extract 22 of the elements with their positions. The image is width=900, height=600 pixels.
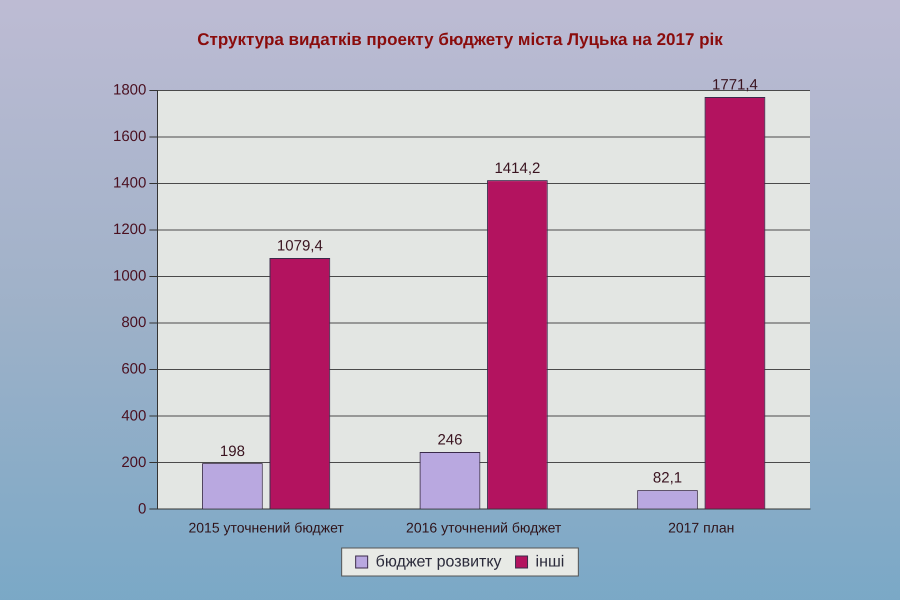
- y-tick-label: 200: [121, 454, 146, 471]
- y-tick-label: 0: [138, 500, 146, 518]
- legend-label: бюджет розвитку: [376, 553, 502, 570]
- x-tick-label: 2017 план: [668, 519, 734, 536]
- data-label: 82,1: [652, 470, 682, 487]
- data-label: 1771,4: [712, 76, 758, 94]
- x-tick-label: 2015 уточнений бюджет: [188, 519, 344, 536]
- y-tick-label: 1800: [112, 82, 146, 99]
- data-label: 198: [220, 442, 245, 460]
- y-tick-label: 1400: [112, 174, 146, 192]
- y-tick-label: 1000: [112, 268, 146, 285]
- y-tick-label: 400: [121, 407, 146, 424]
- y-tick-label: 600: [121, 360, 146, 378]
- data-label: 1079,4: [276, 238, 323, 255]
- y-tick-label: 1600: [112, 128, 146, 146]
- y-tick-label: 800: [121, 314, 146, 332]
- chart-title: Структура видатків проекту бюджету міста Луцька на 2017 рік: [197, 30, 724, 49]
- data-label: 1414,2: [494, 160, 540, 177]
- y-tick-label: 1200: [112, 221, 146, 238]
- x-tick-label: 2016 уточнений бюджет: [406, 519, 562, 536]
- legend-label: інші: [536, 553, 564, 570]
- data-label: 246: [437, 432, 462, 449]
